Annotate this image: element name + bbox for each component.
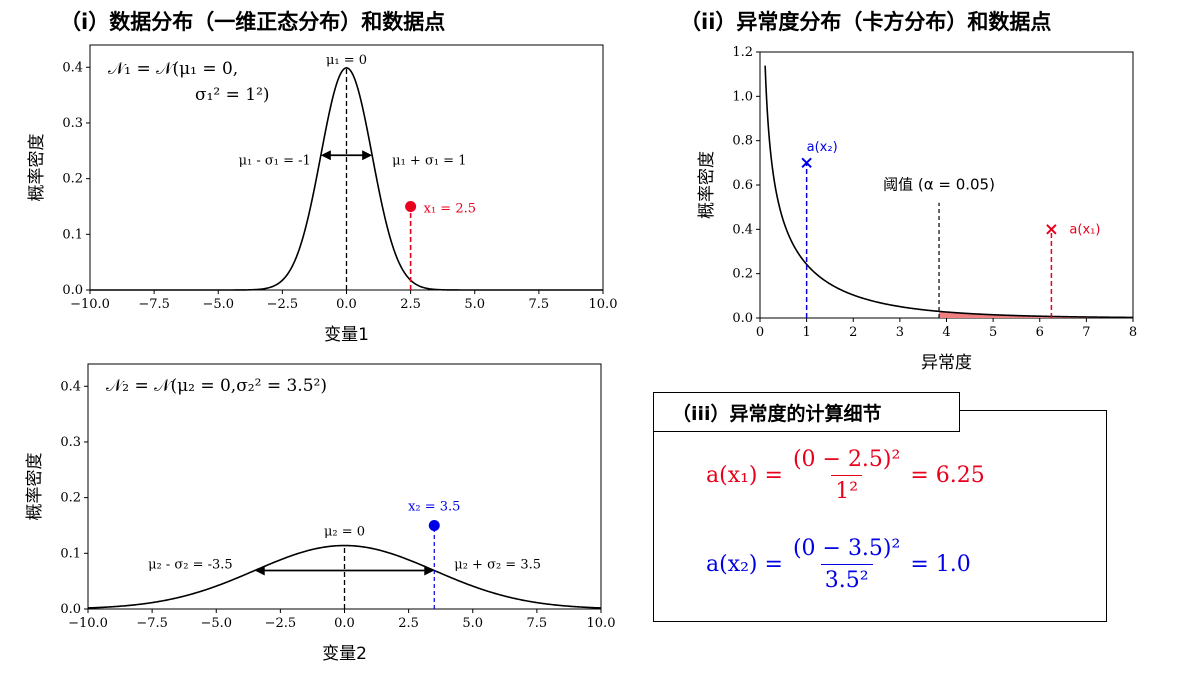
p1-xlabel: 变量1 (324, 325, 369, 345)
panel2-title: （ii）异常度分布（卡方分布）和数据点 (680, 10, 1052, 34)
p1-xtick-label: 7.5 (529, 297, 550, 312)
formula-2-rhs: = 1.0 (910, 552, 971, 577)
p2-xlabel: 变量2 (322, 644, 367, 664)
panel1-title: （i）数据分布（一维正态分布）和数据点 (60, 10, 446, 34)
p2-xtick-label: 2.5 (398, 616, 419, 631)
p3-ytick-label: 0.2 (732, 267, 753, 282)
p2-ytick-label: 0.2 (60, 491, 81, 506)
p1-density-curve (90, 67, 603, 291)
p1-ytick-label: 0.1 (62, 227, 83, 242)
p3-ytick-label: 1.2 (732, 45, 753, 60)
p1-dist-label-1: 𝒩₁ = 𝒩(μ₁ = 0, (108, 59, 238, 79)
p3-xlabel: 异常度 (921, 353, 972, 373)
p1-ylabel: 概率密度 (27, 134, 47, 202)
p2-xtick-label: 10.0 (587, 616, 616, 631)
p3-ytick-label: 0.0 (732, 311, 753, 326)
p3-xtick-label: 4 (942, 325, 950, 340)
p2-xtick-label: −10.0 (68, 616, 108, 631)
p2-xtick-label: −7.5 (136, 616, 168, 631)
p1-sigma-arrowhead-left (320, 150, 331, 161)
p2-minus-label: μ₂ - σ₂ = -3.5 (148, 558, 233, 573)
p2-ytick-label: 0.3 (60, 435, 81, 450)
p3-marker-2-cross (1046, 224, 1057, 235)
p2-point-label: x₂ = 3.5 (408, 499, 460, 514)
p3-threshold-label: 阈值 (α = 0.05) (883, 175, 995, 193)
p2-sigma-arrowhead-right (424, 565, 435, 576)
formula-1-denominator: 1² (831, 475, 863, 504)
p3-density-curve (764, 65, 1134, 319)
formula-1-rhs: = 6.25 (910, 463, 985, 488)
formula-2-fraction: (0 − 3.5)² 3.5² (789, 536, 904, 593)
p2-mean-label: μ₂ = 0 (324, 525, 365, 540)
p2-ytick-label: 0.4 (60, 379, 81, 394)
p1-dist-label-2: σ₁² = 1²) (195, 85, 270, 105)
p2-density-curve (87, 544, 602, 609)
p3-xtick-label: 6 (1036, 325, 1044, 340)
p2-xtick-label: 5.0 (462, 616, 483, 631)
p2-xtick-label: −5.0 (200, 616, 232, 631)
p3-xtick-label: 5 (989, 325, 997, 340)
formula-1: a(x₁) = (0 − 2.5)² 1² = 6.25 (706, 447, 985, 504)
p1-ytick-label: 0.2 (62, 172, 83, 187)
p1-mean-label: μ₁ = 0 (326, 53, 367, 68)
p3-xtick-label: 1 (802, 325, 810, 340)
p2-ytick-label: 0.0 (60, 602, 81, 617)
formula-2-lhs: a(x₂) = (706, 552, 783, 577)
p2-plus-label: μ₂ + σ₂ = 3.5 (454, 558, 541, 573)
p1-xtick-label: 2.5 (400, 297, 421, 312)
p3-tail-area (939, 311, 1133, 318)
p1-xtick-label: −5.0 (202, 297, 234, 312)
p3-xtick-label: 2 (849, 325, 857, 340)
p1-ytick-label: 0.3 (62, 116, 83, 131)
formula-1-lhs: a(x₁) = (706, 463, 783, 488)
p3-ytick-label: 0.8 (732, 134, 753, 149)
p1-point-marker (405, 200, 417, 212)
p2-dist-label: 𝒩₂ = 𝒩(μ₂ = 0,σ₂² = 3.5²) (106, 376, 327, 396)
p3-xtick-label: 3 (896, 325, 904, 340)
p3-marker-1-cross (801, 157, 812, 169)
p2-sigma-arrowhead-left (254, 565, 265, 576)
p1-sigma-arrowhead-right (362, 150, 373, 161)
p2-point-marker (428, 519, 440, 531)
p1-xtick-label: −7.5 (138, 297, 170, 312)
p2-xtick-label: −2.5 (265, 616, 297, 631)
p1-ytick-label: 0.0 (62, 283, 83, 298)
p1-xtick-label: 5.0 (464, 297, 485, 312)
formula-2-denominator: 3.5² (820, 564, 873, 593)
p2-ylabel: 概率密度 (25, 453, 45, 521)
p3-marker-2-label: a(x₁) (1069, 222, 1100, 237)
p2-xtick-label: 0.0 (334, 616, 355, 631)
p3-xtick-label: 0 (756, 325, 764, 340)
formula-2: a(x₂) = (0 − 3.5)² 3.5² = 1.0 (706, 536, 971, 593)
p3-xtick-label: 7 (1082, 325, 1090, 340)
p1-xtick-label: −10.0 (70, 297, 110, 312)
p1-point-label: x₁ = 2.5 (424, 201, 476, 216)
panel3-title: （iii）异常度的计算细节 (653, 392, 960, 432)
p3-xtick-label: 8 (1129, 325, 1137, 340)
p2-ytick-label: 0.1 (60, 546, 81, 561)
formula-1-fraction: (0 − 2.5)² 1² (789, 447, 904, 504)
p3-ytick-label: 0.4 (732, 222, 753, 237)
p1-plus-label: μ₁ + σ₁ = 1 (392, 153, 466, 168)
p1-xtick-label: 0.0 (336, 297, 357, 312)
p1-minus-label: μ₁ - σ₁ = -1 (239, 153, 311, 168)
p3-ytick-label: 1.0 (732, 89, 753, 104)
p2-xtick-label: 7.5 (527, 616, 548, 631)
formula-2-numerator: (0 − 3.5)² (792, 536, 901, 561)
p3-ylabel: 概率密度 (697, 151, 717, 219)
p3-marker-1-label: a(x₂) (807, 140, 838, 155)
p1-xtick-label: −2.5 (267, 297, 299, 312)
p3-ytick-label: 0.6 (732, 178, 753, 193)
formula-1-numerator: (0 − 2.5)² (792, 447, 901, 472)
p1-ytick-label: 0.4 (62, 60, 83, 75)
p1-xtick-label: 10.0 (589, 297, 618, 312)
